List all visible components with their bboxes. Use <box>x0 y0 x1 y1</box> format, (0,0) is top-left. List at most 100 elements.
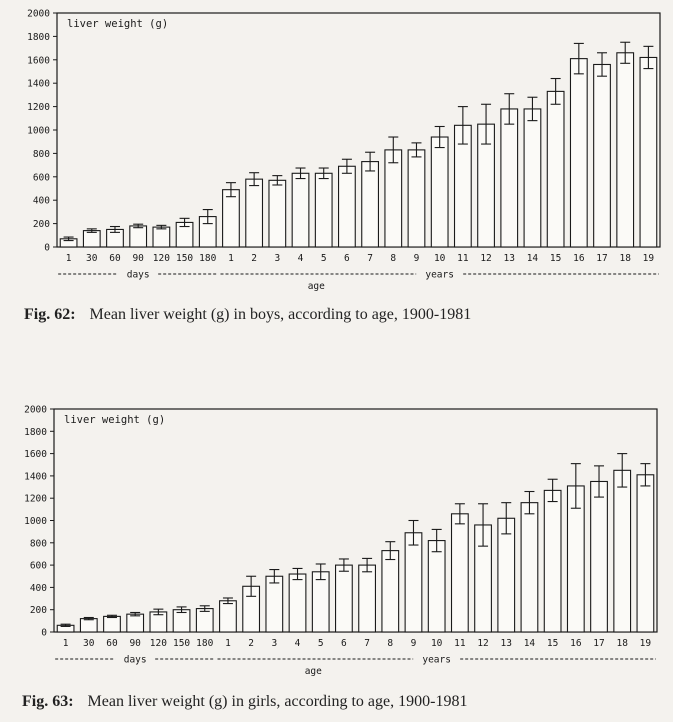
x-tick-label: 90 <box>132 253 144 264</box>
bar <box>404 532 423 633</box>
x-tick-label: 11 <box>457 253 469 264</box>
x-tick-label: 13 <box>504 253 515 264</box>
y-tick-label: 1400 <box>24 471 47 482</box>
bar <box>172 609 191 633</box>
bar <box>613 469 632 633</box>
bar <box>523 108 542 248</box>
bar <box>245 178 264 248</box>
y-tick-label: 800 <box>30 538 47 549</box>
bar <box>384 149 403 248</box>
bar <box>219 600 237 633</box>
x-tick-label: 90 <box>129 638 141 649</box>
x-tick-label: 9 <box>414 253 420 264</box>
y-tick-label: 600 <box>30 561 47 572</box>
y-tick-label: 1000 <box>24 516 47 527</box>
x-tick-label: 15 <box>547 638 558 649</box>
bar <box>291 172 310 248</box>
x-tick-label: 6 <box>341 638 347 649</box>
x-tick-label: 12 <box>480 253 491 264</box>
bar <box>268 179 287 248</box>
bar <box>450 513 469 633</box>
x-tick-label: 9 <box>411 638 417 649</box>
x-tick-label: 14 <box>524 638 536 649</box>
x-tick-label: 4 <box>298 253 304 264</box>
group-label: years <box>425 270 454 281</box>
bar <box>103 615 121 633</box>
bar <box>569 58 588 248</box>
bar <box>129 225 148 248</box>
x-tick-label: 150 <box>176 253 193 264</box>
y-tick-label: 200 <box>30 605 47 616</box>
x-tick-label: 30 <box>83 638 95 649</box>
y-tick-label: 400 <box>30 583 47 594</box>
x-tick-label: 180 <box>196 638 213 649</box>
bar <box>288 573 307 633</box>
x-tick-label: 60 <box>106 638 118 649</box>
x-tick-label: 1 <box>63 638 69 649</box>
bar <box>314 172 333 248</box>
x-tick-label: 19 <box>643 253 655 264</box>
x-tick-label: 8 <box>390 253 396 264</box>
y-tick-label: 2000 <box>27 9 50 20</box>
bar <box>361 161 379 248</box>
y-tick-label: 1200 <box>27 102 50 113</box>
x-tick-label: 1 <box>66 253 72 264</box>
x-tick-label: 5 <box>321 253 327 264</box>
x-tick-label: 4 <box>295 638 301 649</box>
bar <box>338 165 356 248</box>
bar <box>407 149 426 248</box>
bar <box>381 550 400 633</box>
y-tick-label: 200 <box>33 219 50 230</box>
y-tick-label: 600 <box>33 172 50 183</box>
x-tick-label: 6 <box>344 253 350 264</box>
group-label: days <box>127 270 150 281</box>
group-label: days <box>124 655 147 666</box>
y-tick-label: 400 <box>33 196 50 207</box>
x-tick-label: 15 <box>550 253 561 264</box>
figure-number: Fig. 63: <box>22 693 74 710</box>
plot-frame <box>53 408 658 633</box>
x-tick-label: 7 <box>367 253 373 264</box>
chart-title: liver weight (g) <box>67 18 168 30</box>
figure-caption-text: Mean liver weight (g) in girls, accordin… <box>87 693 468 710</box>
y-tick-label: 1600 <box>27 55 50 66</box>
x-tick-label: 18 <box>616 638 628 649</box>
group-label: years <box>422 655 451 666</box>
chart-title: liver weight (g) <box>64 414 165 426</box>
bar <box>222 189 240 248</box>
bar <box>358 564 376 633</box>
bar <box>152 226 171 248</box>
bar <box>311 571 330 633</box>
y-tick-label: 1800 <box>27 32 50 43</box>
y-tick-label: 1000 <box>27 126 50 137</box>
figure-caption: Fig. 62: Mean liver weight (g) in boys, a… <box>24 306 471 324</box>
plot-frame <box>56 12 661 248</box>
x-tick-label: 19 <box>640 638 652 649</box>
x-tick-label: 11 <box>454 638 466 649</box>
y-tick-label: 2000 <box>24 405 47 416</box>
bar <box>430 136 449 248</box>
x-axis-label: age <box>308 281 325 292</box>
bar <box>593 63 611 248</box>
bar <box>195 608 214 633</box>
x-tick-label: 5 <box>318 638 324 649</box>
x-tick-label: 12 <box>477 638 488 649</box>
y-tick-label: 0 <box>41 628 47 639</box>
x-tick-label: 8 <box>387 638 393 649</box>
bar <box>639 56 658 248</box>
x-tick-label: 10 <box>431 638 443 649</box>
y-tick-label: 1400 <box>27 79 50 90</box>
bar <box>497 517 516 633</box>
x-tick-label: 30 <box>86 253 98 264</box>
chart-boys-liver-weight: 0 200 400 600 800 1000 1200 1400 1600 1800 2000 liv… <box>27 9 661 292</box>
x-tick-label: 3 <box>271 638 277 649</box>
x-axis-label: age <box>305 666 322 677</box>
x-tick-label: 2 <box>251 253 257 264</box>
x-tick-label: 180 <box>199 253 216 264</box>
x-tick-label: 120 <box>153 253 170 264</box>
x-tick-label: 17 <box>596 253 607 264</box>
figure-number: Fig. 62: <box>24 306 76 323</box>
bar <box>79 618 98 633</box>
bar <box>546 90 565 248</box>
x-tick-label: 60 <box>109 253 121 264</box>
